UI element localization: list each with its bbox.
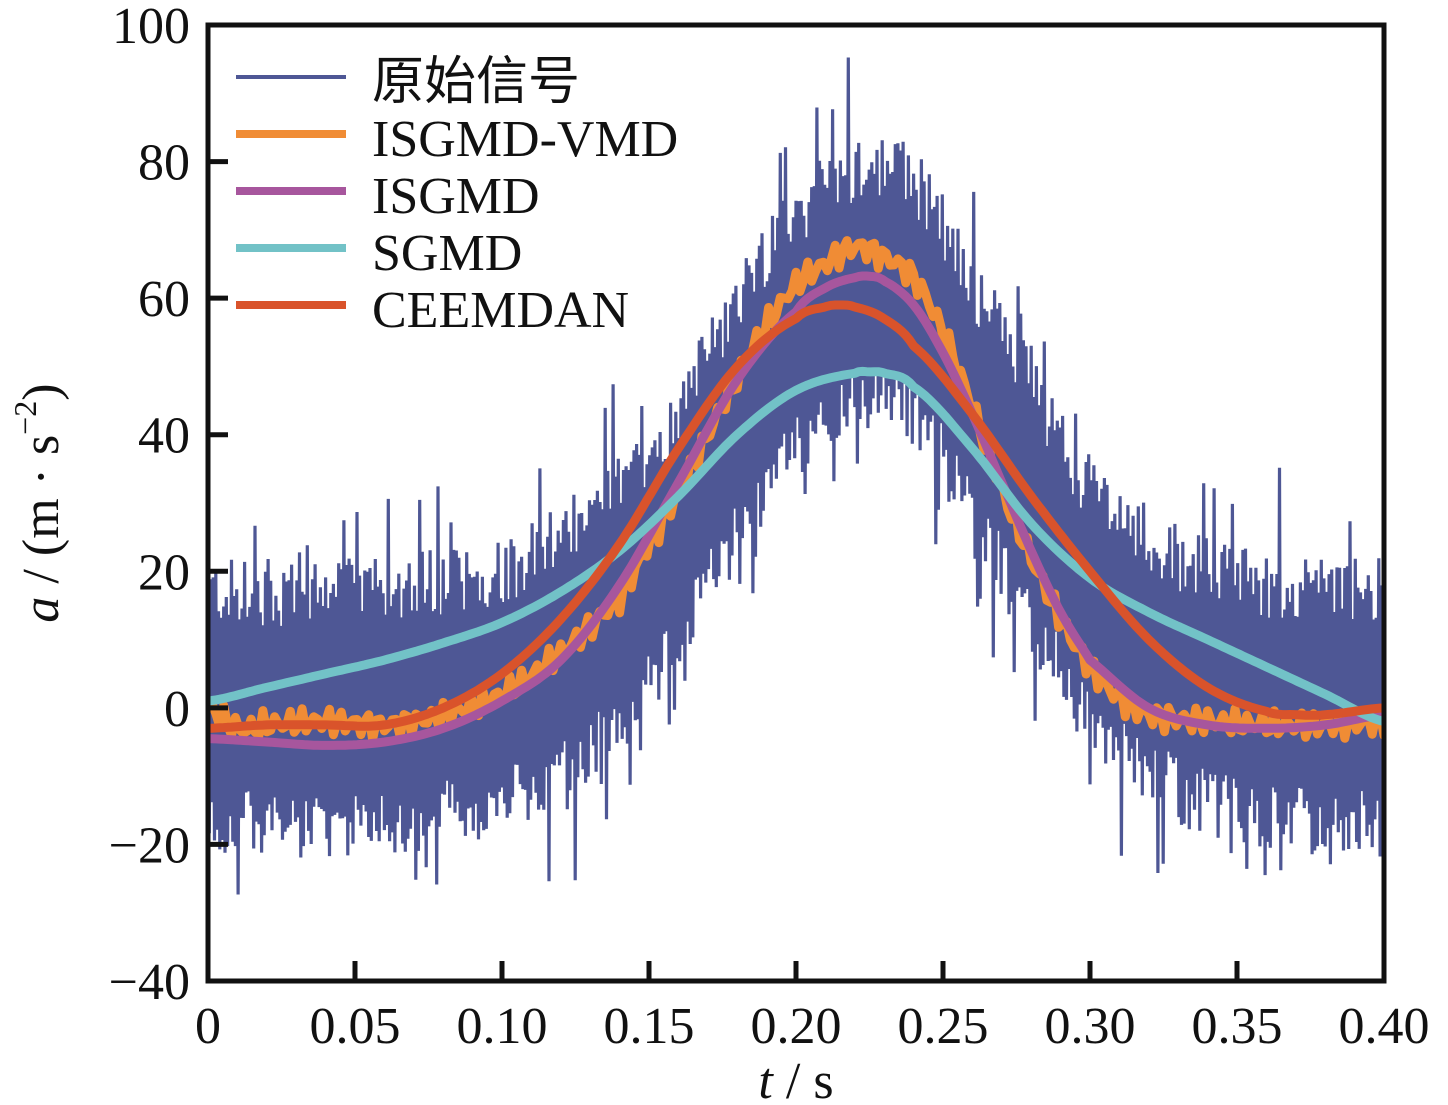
y-tick-label: 100 <box>112 0 190 55</box>
x-tick-label: 0.35 <box>1192 998 1283 1055</box>
legend-label: ISGMD <box>372 168 540 225</box>
y-tick-label: 0 <box>164 681 190 738</box>
y-tick-label: 60 <box>138 271 190 328</box>
x-axis-sep: / <box>773 1053 813 1105</box>
series-original-signal <box>210 57 1382 895</box>
legend-item: CEEMDAN <box>236 282 629 339</box>
y-axis-close: ) <box>13 383 70 400</box>
x-tick-label: 0.05 <box>310 998 401 1055</box>
legend-item: ISGMD <box>236 168 540 225</box>
y-tick-label: −40 <box>109 954 190 1011</box>
y-tick-label: −20 <box>109 817 190 874</box>
x-axis-unit: s <box>813 1053 833 1105</box>
legend-label: CEEMDAN <box>372 282 629 339</box>
y-axis-title: a / (m · s−2) <box>7 383 70 622</box>
legend-label: 原始信号 <box>372 54 580 111</box>
x-axis-title: t / s <box>758 1053 833 1105</box>
legend-item: 原始信号 <box>236 54 580 111</box>
y-axis-unit: / (m · s <box>13 435 70 597</box>
x-axis-var: t <box>758 1053 774 1105</box>
x-tick-label: 0.15 <box>604 998 695 1055</box>
y-axis-var: a <box>13 597 70 623</box>
x-tick-label: 0.30 <box>1045 998 1136 1055</box>
x-tick-label: 0.25 <box>898 998 989 1055</box>
y-axis-sup: −2 <box>7 401 43 435</box>
series-ceemdan <box>210 300 1382 733</box>
x-tick-label: 0.20 <box>751 998 842 1055</box>
legend-label: ISGMD-VMD <box>372 111 678 168</box>
series-layer <box>210 57 1382 895</box>
legend-item: ISGMD-VMD <box>236 111 678 168</box>
legend-label: SGMD <box>372 225 522 282</box>
x-tick-label: 0.40 <box>1339 998 1430 1055</box>
ticks: 0 0.05 0.10 0.15 0.20 0.25 0.30 0.35 0.40 −40 −20 0… <box>109 0 1430 1055</box>
x-tick-label: 0 <box>195 998 221 1055</box>
y-tick-label: 40 <box>138 408 190 465</box>
y-tick-label: 20 <box>138 544 190 601</box>
x-tick-label: 0.10 <box>457 998 548 1055</box>
series-sgmd <box>210 366 1382 726</box>
series-isgmd <box>210 271 1382 750</box>
legend-item: SGMD <box>236 225 522 282</box>
y-tick-label: 80 <box>138 135 190 192</box>
